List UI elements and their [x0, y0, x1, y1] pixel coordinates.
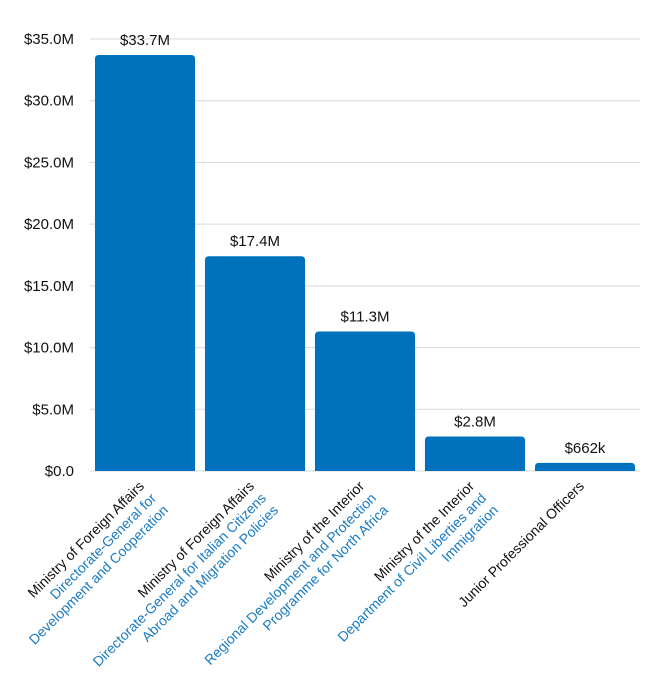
- y-tick-label: $35.0M: [24, 31, 74, 48]
- y-tick-label: $5.0M: [32, 401, 74, 418]
- y-tick-label: $15.0M: [24, 278, 74, 295]
- y-tick-label: $0.0: [45, 463, 74, 480]
- y-axis-ticks: $0.0 $5.0M $10.0M $15.0M $20.0M $25.0M $30.0M $…: [24, 31, 74, 480]
- y-tick-label: $10.0M: [24, 340, 74, 357]
- value-label: $662k: [565, 440, 606, 457]
- bar: [424, 436, 526, 471]
- value-label: $33.7M: [120, 32, 170, 49]
- value-label: $2.8M: [454, 413, 496, 430]
- y-tick-label: $30.0M: [24, 93, 74, 110]
- bar: [314, 331, 416, 471]
- bars: [94, 55, 636, 471]
- value-label: $11.3M: [341, 309, 390, 326]
- value-label: $17.4M: [230, 233, 280, 250]
- y-tick-label: $20.0M: [24, 216, 74, 233]
- bar: [204, 256, 306, 471]
- y-tick-label: $25.0M: [24, 154, 74, 171]
- value-labels: $33.7M $17.4M $11.3M $2.8M $662k: [120, 32, 606, 457]
- x-axis-labels: Ministry of Foreign AffairsDirectorate-G…: [24, 478, 587, 670]
- bar: [534, 462, 636, 471]
- bar: [94, 55, 196, 471]
